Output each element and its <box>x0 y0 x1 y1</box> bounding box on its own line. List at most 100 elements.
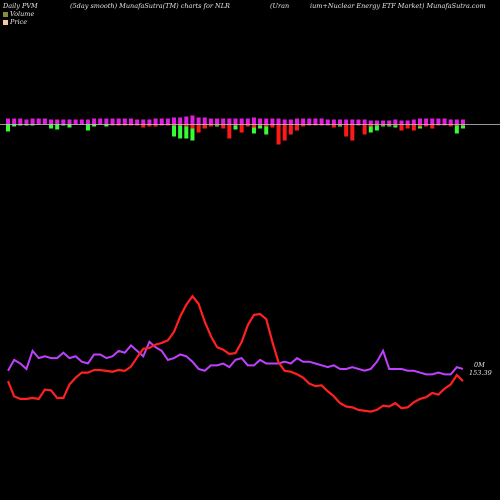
volume-bar-down <box>430 124 435 129</box>
volume-bar-down <box>374 124 379 126</box>
volume-bar-top <box>208 118 213 125</box>
volume-bar-down <box>368 124 373 127</box>
volume-bar-down <box>454 124 459 126</box>
volume-bar-top <box>270 118 275 125</box>
volume-bar-top <box>67 119 72 125</box>
volume-bar-down <box>436 124 441 126</box>
volume-bar-top <box>362 119 367 125</box>
volume-bar-up <box>454 124 459 134</box>
volume-bar-top <box>368 120 373 125</box>
volume-bar-down <box>399 124 404 131</box>
legend-price-swatch <box>3 19 8 25</box>
volume-bar-down <box>387 124 392 126</box>
volume-bar-top <box>135 119 140 125</box>
volume-bar-top <box>258 118 263 125</box>
volume-bar-top <box>393 119 398 125</box>
volume-bar-top <box>18 118 23 125</box>
volume-bar-top <box>399 120 404 125</box>
volume-bar-top <box>424 118 429 125</box>
volume-bar-top <box>36 118 41 125</box>
volume-bar-top <box>301 118 306 125</box>
volume-bar-up <box>233 124 238 130</box>
volume-bar-up <box>461 124 465 129</box>
volume-bar-up <box>61 124 66 126</box>
volume-bar-top <box>202 117 207 125</box>
volume-bar-down <box>411 124 416 131</box>
volume-line <box>7 340 464 376</box>
volume-bar-top <box>104 118 109 125</box>
volume-bar-top <box>374 120 379 125</box>
volume-bar-up <box>178 124 183 139</box>
volume-bar-top <box>98 118 103 125</box>
volume-bar-down <box>258 124 263 126</box>
volume-bar-down <box>356 124 361 126</box>
volume-bar-top <box>350 119 355 125</box>
volume-bar-top <box>61 119 66 125</box>
legend-price: Price <box>3 18 27 26</box>
volume-bar-top <box>55 119 60 125</box>
header-mode: (5day smooth) MunafaSutra(TM) charts for… <box>70 2 230 10</box>
volume-end-label: 0M <box>474 361 485 369</box>
volume-bar-top <box>172 117 177 125</box>
volume-bar-down <box>184 124 189 127</box>
volume-bar-top <box>30 118 35 125</box>
volume-bar-top <box>141 119 146 125</box>
volume-bar-top <box>411 119 416 125</box>
volume-bar-up <box>6 124 10 132</box>
volume-bar-down <box>227 124 232 139</box>
volume-bar-top <box>338 119 343 125</box>
volume-bar-down <box>344 124 349 137</box>
volume-bar-top <box>215 118 220 125</box>
volume-bar-top <box>313 118 318 125</box>
volume-bar-up <box>67 124 72 128</box>
volume-bar-up <box>30 124 35 126</box>
volume-bar-down <box>350 124 355 141</box>
volume-bar-top <box>116 118 121 125</box>
legend-volume-swatch <box>3 11 8 17</box>
volume-bar-down <box>442 124 447 126</box>
volume-bar-down <box>202 124 207 129</box>
volume-bar-down <box>325 124 330 126</box>
volume-bar-down <box>147 124 152 127</box>
volume-bar-top <box>122 118 127 125</box>
volume-bar-down <box>135 124 140 126</box>
volume-bars <box>6 115 465 145</box>
legend-price-label: Price <box>10 18 28 26</box>
volume-bar-top <box>221 118 226 125</box>
volume-bar-up <box>172 124 177 137</box>
volume-bar-top <box>325 119 330 125</box>
volume-bar-top <box>190 115 195 125</box>
volume-bar-top <box>85 119 90 125</box>
volume-bar-down <box>239 124 244 133</box>
volume-bar-down <box>338 124 343 126</box>
volume-bar-down <box>196 124 201 133</box>
volume-bar-top <box>442 118 447 125</box>
volume-bar-top <box>178 117 183 125</box>
volume-bar-down <box>165 124 170 126</box>
volume-bar-up <box>190 124 195 141</box>
volume-bar-top <box>276 118 281 125</box>
volume-bar-top <box>159 118 164 125</box>
volume-bar-top <box>417 118 422 125</box>
volume-bar-top <box>264 118 269 125</box>
header-daily: Daily PVM <box>3 2 38 10</box>
volume-bar-up <box>104 124 109 127</box>
volume-bar-top <box>110 118 115 125</box>
volume-bar-top <box>430 118 435 125</box>
volume-bar-up <box>18 124 23 126</box>
volume-bar-down <box>178 124 183 126</box>
legend-volume: Volume <box>3 10 34 18</box>
volume-bar-down <box>190 124 195 129</box>
volume-bar-top <box>307 118 312 125</box>
volume-bar-top <box>24 119 29 125</box>
volume-bar-up <box>374 124 379 131</box>
volume-bar-up <box>55 124 60 130</box>
volume-bar-down <box>251 124 256 128</box>
volume-bar-down <box>128 124 133 126</box>
volume-bar-top <box>184 116 189 125</box>
volume-bar-up <box>368 124 373 133</box>
volume-bar-top <box>153 118 158 125</box>
volume-bar-top <box>227 118 232 125</box>
volume-bar-down <box>424 124 429 127</box>
volume-bar-top <box>405 120 410 125</box>
